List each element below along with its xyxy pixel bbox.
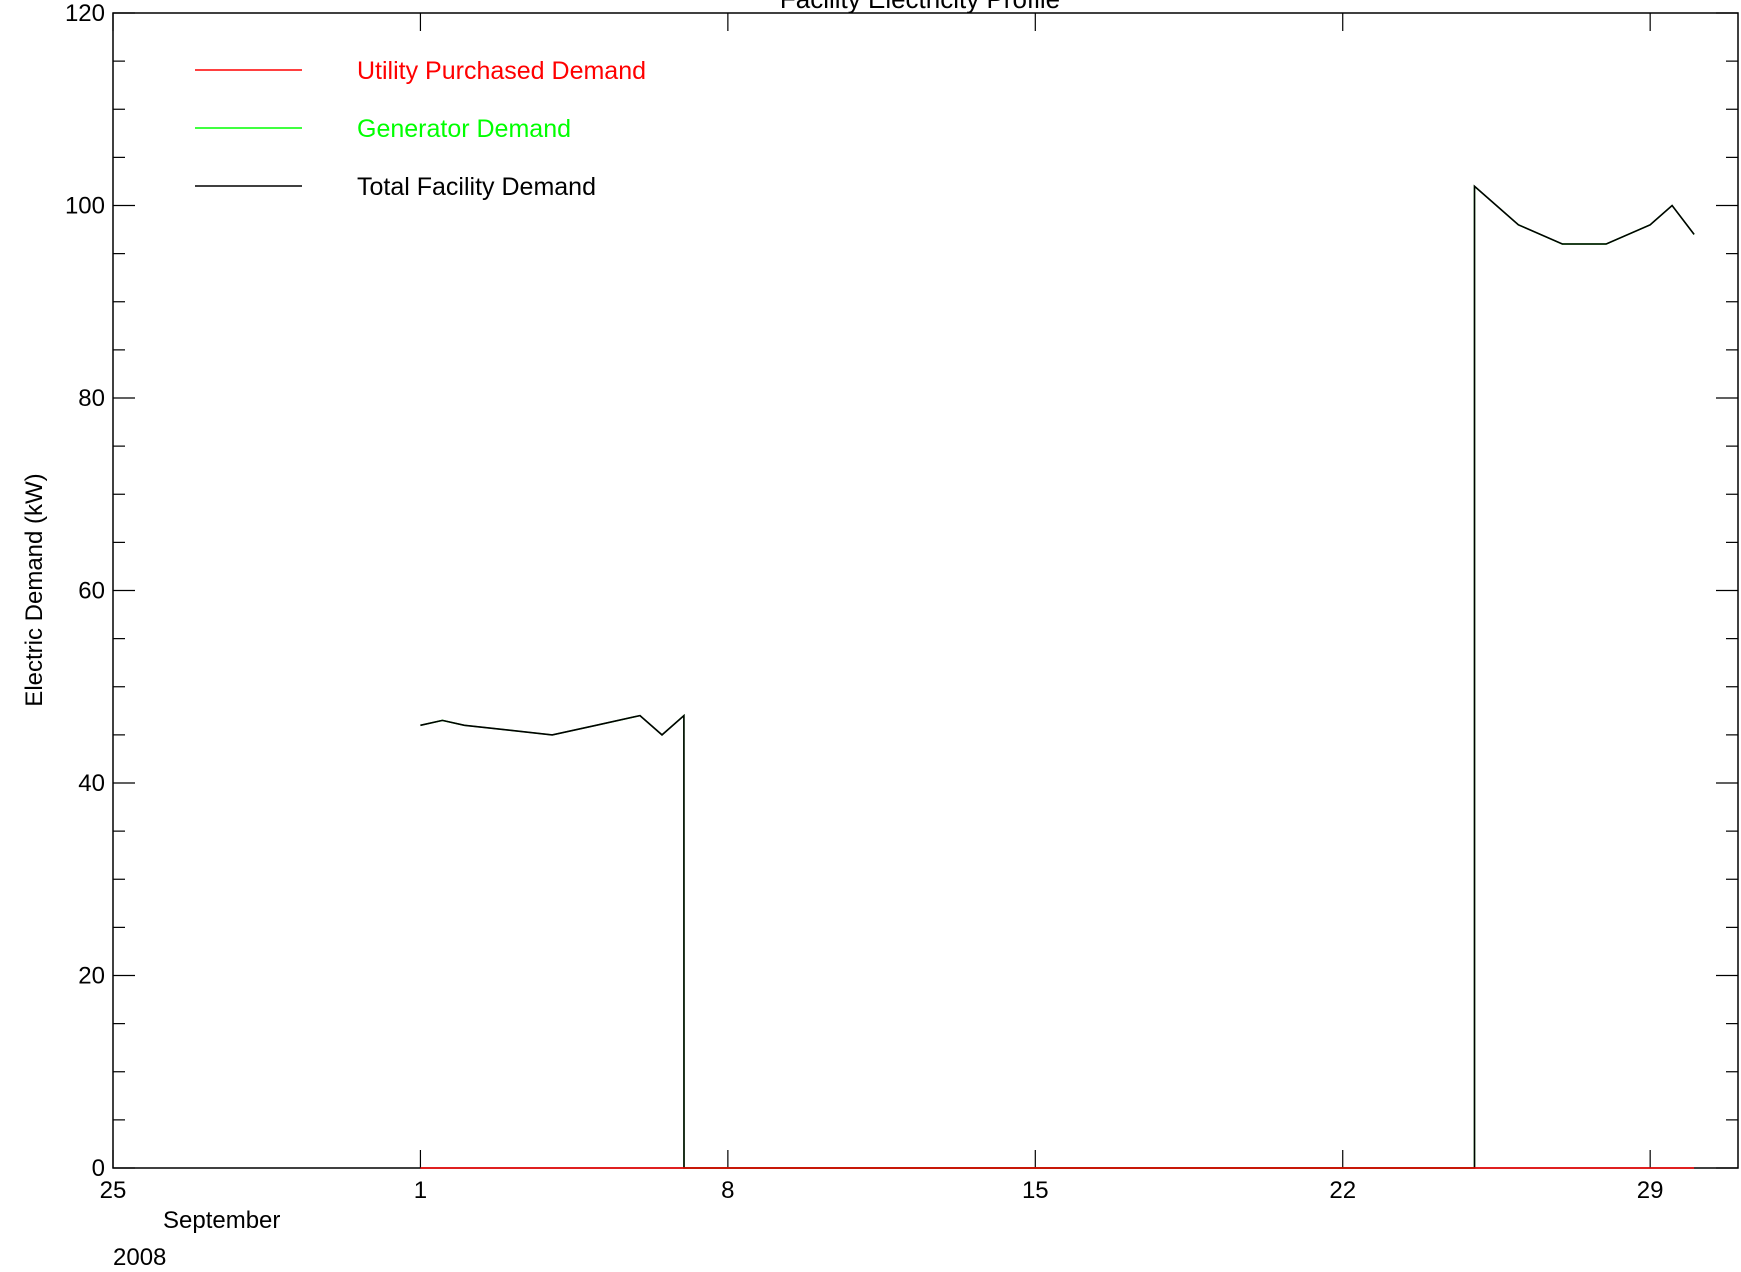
y-tick-label: 0: [92, 1155, 105, 1182]
series-layer: [420, 184, 1695, 1169]
y-axis: 0 20 40 60 80 100 120: [65, 0, 1738, 1182]
y-tick-label: 40: [78, 770, 105, 797]
x-tick-label: 1: [414, 1177, 427, 1204]
y-tick-label: 20: [78, 963, 105, 990]
x-tick-label: 22: [1329, 1177, 1356, 1204]
x-tick-label: 15: [1022, 1177, 1049, 1204]
legend-label: Total Facility Demand: [357, 173, 596, 201]
legend: Utility Purchased Demand Generator Demand…: [195, 57, 646, 201]
legend-label: Generator Demand: [357, 115, 571, 143]
legend-label: Utility Purchased Demand: [357, 57, 646, 85]
x-tick-label: 29: [1637, 1177, 1664, 1204]
series-line-generator-demand: [420, 184, 1695, 1169]
series-line-total-facility-demand: [420, 184, 1695, 1169]
x-month-label: September: [163, 1207, 280, 1234]
x-year-label: 2008: [113, 1244, 166, 1271]
y-tick-label: 60: [78, 578, 105, 605]
y-tick-label: 80: [78, 385, 105, 412]
y-tick-label: 120: [65, 0, 105, 27]
y-tick-label: 100: [65, 193, 105, 220]
y-axis-label: Electric Demand (kW): [21, 473, 48, 706]
x-axis: 25 1 8 15 22 29: [100, 13, 1664, 1204]
x-tick-label: 25: [100, 1177, 127, 1204]
x-tick-label: 8: [721, 1177, 734, 1204]
chart-title: Facility Electricity Profile: [780, 0, 1060, 14]
